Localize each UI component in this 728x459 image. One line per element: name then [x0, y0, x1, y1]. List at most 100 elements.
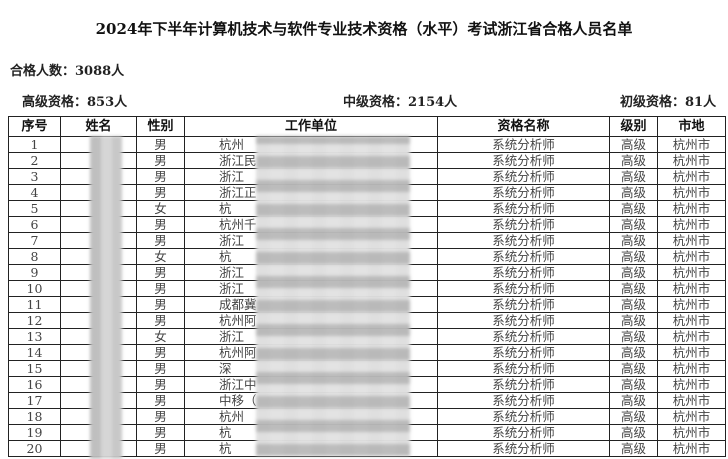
cell-qualification: 系统分析师 — [437, 344, 610, 361]
col-header-city: 市地 — [657, 116, 726, 137]
cell-no: 12 — [8, 312, 61, 329]
total-count: 合格人数：3088人 — [10, 64, 125, 79]
cell-level: 高级 — [609, 200, 658, 217]
cell-no: 16 — [8, 376, 61, 393]
cell-qualification: 系统分析师 — [437, 232, 610, 249]
cell-qualification: 系统分析师 — [437, 376, 610, 393]
cell-gender: 男 — [136, 232, 185, 249]
cell-qualification: 系统分析师 — [437, 328, 610, 345]
cell-level: 高级 — [609, 152, 658, 169]
cell-qualification: 系统分析师 — [437, 168, 610, 185]
cell-city: 杭州市 — [657, 280, 726, 297]
cell-qualification: 系统分析师 — [437, 424, 610, 441]
cell-no: 19 — [8, 424, 61, 441]
cell-city: 杭州市 — [657, 424, 726, 441]
table-header-row: 序号 姓名 性别 工作单位 资格名称 级别 市地 — [8, 116, 726, 137]
cell-city: 杭州市 — [657, 408, 726, 425]
cell-level: 高级 — [609, 264, 658, 281]
cell-qualification: 系统分析师 — [437, 312, 610, 329]
cell-no: 9 — [8, 264, 61, 281]
cell-no: 14 — [8, 344, 61, 361]
cell-gender: 男 — [136, 424, 185, 441]
cell-no: 13 — [8, 328, 61, 345]
cell-city: 杭州市 — [657, 232, 726, 249]
cell-no: 7 — [8, 232, 61, 249]
cell-gender: 男 — [136, 312, 185, 329]
cell-level: 高级 — [609, 328, 658, 345]
cell-gender: 女 — [136, 248, 185, 265]
name-redaction — [90, 136, 122, 459]
cell-qualification: 系统分析师 — [437, 360, 610, 377]
table-row: 8刘女杭系统分析师高级杭州市 — [8, 248, 726, 265]
cell-city: 杭州市 — [657, 360, 726, 377]
cell-level: 高级 — [609, 248, 658, 265]
cell-city: 杭州市 — [657, 328, 726, 345]
cell-qualification: 系统分析师 — [437, 184, 610, 201]
cell-qualification: 系统分析师 — [437, 408, 610, 425]
cell-no: 3 — [8, 168, 61, 185]
cell-level: 高级 — [609, 392, 658, 409]
cell-no: 10 — [8, 280, 61, 297]
cell-level: 高级 — [609, 408, 658, 425]
junior-count: 初级资格：81人 — [620, 95, 717, 110]
cell-no: 6 — [8, 216, 61, 233]
cell-level: 高级 — [609, 136, 658, 153]
cell-qualification: 系统分析师 — [437, 264, 610, 281]
cell-gender: 男 — [136, 136, 185, 153]
cell-level: 高级 — [609, 296, 658, 313]
table-row: 18 男杭州 系统分析师 高级 杭州市 — [8, 408, 726, 425]
cell-city: 杭州市 — [657, 200, 726, 217]
col-header-work: 工作单位 — [184, 116, 438, 137]
cell-level: 高级 — [609, 312, 658, 329]
cell-city: 杭州市 — [657, 152, 726, 169]
cell-gender: 男 — [136, 360, 185, 377]
cell-city: 杭州市 — [657, 392, 726, 409]
document-title: 2024年下半年计算机技术与软件专业技术资格（水平）考试浙江省合格人员名单 — [95, 20, 633, 38]
cell-city: 杭州市 — [657, 264, 726, 281]
cell-no: 1 — [8, 136, 61, 153]
cell-gender: 女 — [136, 328, 185, 345]
cell-city: 杭州市 — [657, 376, 726, 393]
cell-city: 杭州市 — [657, 248, 726, 265]
cell-gender: 男 — [136, 152, 185, 169]
cell-qualification: 系统分析师 — [437, 296, 610, 313]
cell-gender: 男 — [136, 264, 185, 281]
cell-no: 15 — [8, 360, 61, 377]
cell-level: 高级 — [609, 344, 658, 361]
cell-qualification: 系统分析师 — [437, 440, 610, 457]
cell-no: 4 — [8, 184, 61, 201]
cell-city: 杭州市 — [657, 440, 726, 457]
cell-qualification: 系统分析师 — [437, 152, 610, 169]
cell-level: 高级 — [609, 232, 658, 249]
cell-city: 杭州市 — [657, 168, 726, 185]
cell-level: 高级 — [609, 184, 658, 201]
col-header-level: 级别 — [609, 116, 658, 137]
cell-gender: 男 — [136, 344, 185, 361]
cell-gender: 男 — [136, 168, 185, 185]
cell-no: 17 — [8, 392, 61, 409]
cell-level: 高级 — [609, 440, 658, 457]
cell-gender: 女 — [136, 200, 185, 217]
cell-gender: 男 — [136, 408, 185, 425]
cell-qualification: 系统分析师 — [437, 280, 610, 297]
col-header-no: 序号 — [8, 116, 61, 137]
work-unit-redaction — [256, 136, 410, 456]
cell-city: 杭州市 — [657, 216, 726, 233]
cell-gender: 男 — [136, 280, 185, 297]
cell-city: 杭州市 — [657, 312, 726, 329]
cell-level: 高级 — [609, 168, 658, 185]
cell-gender: 男 — [136, 440, 185, 457]
cell-gender: 男 — [136, 392, 185, 409]
cell-city: 杭州市 — [657, 296, 726, 313]
cell-city: 杭州市 — [657, 184, 726, 201]
col-header-gender: 性别 — [136, 116, 185, 137]
cell-city: 杭州市 — [657, 136, 726, 153]
cell-gender: 男 — [136, 184, 185, 201]
cell-city: 杭州市 — [657, 344, 726, 361]
intermediate-count: 中级资格：2154人 — [343, 95, 458, 110]
cell-qualification: 系统分析师 — [437, 392, 610, 409]
col-header-name: 姓名 — [60, 116, 137, 137]
cell-gender: 男 — [136, 216, 185, 233]
cell-qualification: 系统分析师 — [437, 200, 610, 217]
senior-count: 高级资格：853人 — [22, 95, 128, 110]
